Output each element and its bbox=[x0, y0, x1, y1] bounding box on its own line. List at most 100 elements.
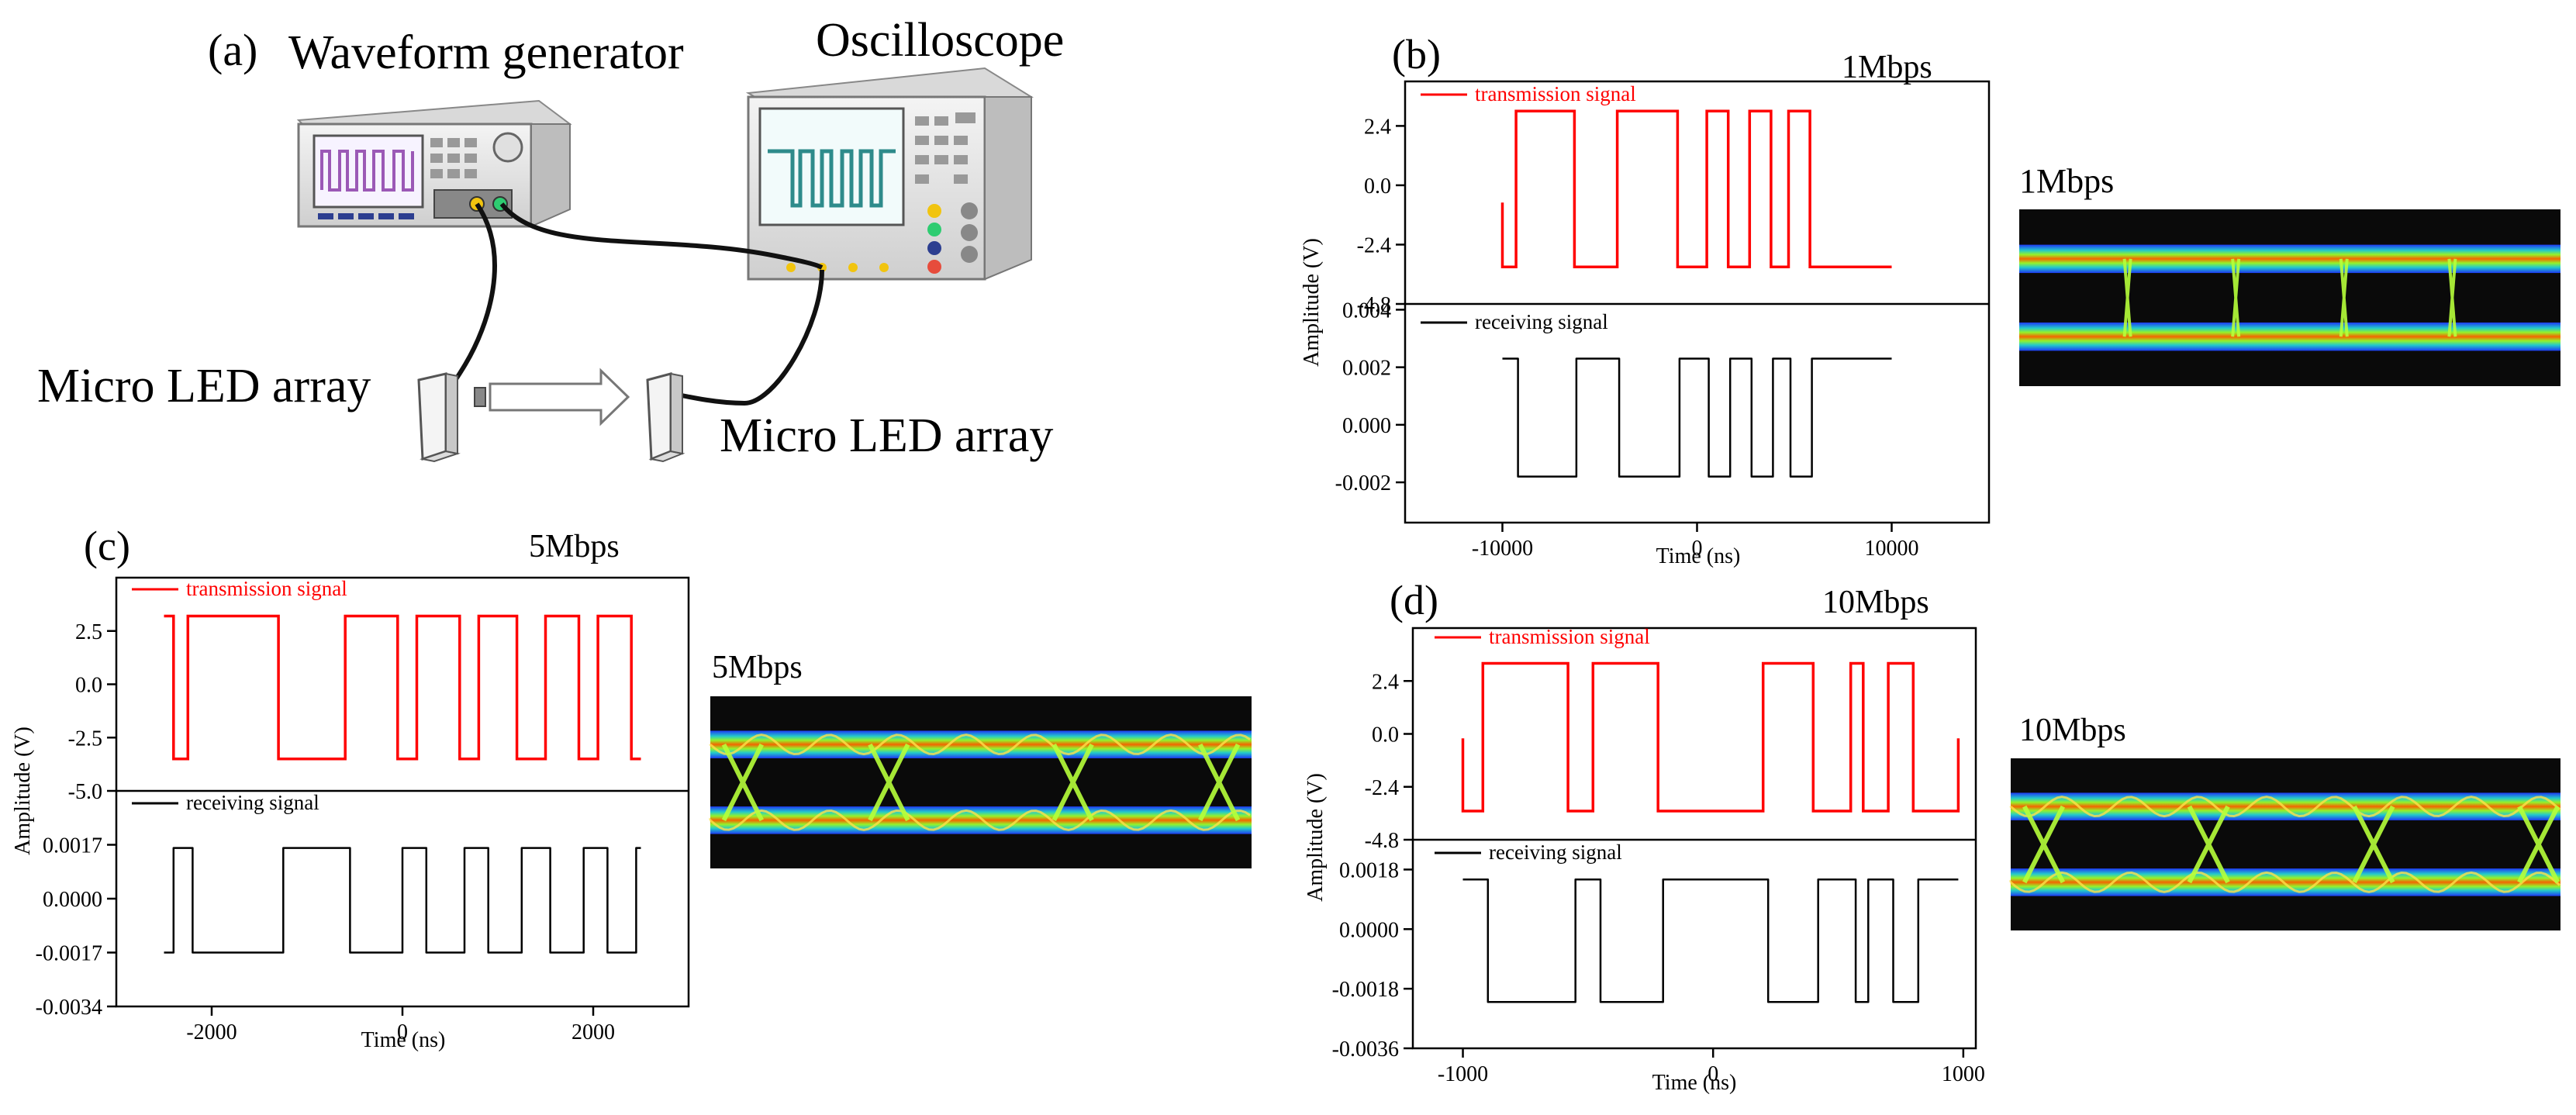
eye-ripple bbox=[709, 734, 1251, 756]
eye-diagram-1mbps: 1Mbps bbox=[2019, 162, 2560, 386]
y-axis-label: Amplitude (V) bbox=[11, 727, 35, 855]
receiving-signal-trace bbox=[164, 847, 641, 954]
generator-to-scope-cable bbox=[499, 202, 824, 270]
y-tick-label: -0.0018 bbox=[1332, 978, 1399, 1002]
eye-transition bbox=[2517, 805, 2560, 884]
receiving-signal-trace bbox=[1462, 878, 1959, 1003]
plot-frame bbox=[1411, 627, 1977, 1050]
x-tick-label: -10000 bbox=[1472, 537, 1533, 561]
y-tick-label: 0.0 bbox=[75, 674, 102, 698]
eye-diagram-1mbps-background bbox=[2019, 209, 2560, 386]
eye-diagram-10mbps-traces bbox=[2009, 792, 2560, 896]
y-tick-label: -4.8 bbox=[1357, 293, 1391, 317]
transmission-signal-trace bbox=[164, 614, 641, 761]
y-tick-label: 2.4 bbox=[1364, 115, 1391, 139]
transmission-signal-trace bbox=[1461, 661, 1960, 813]
y-tick-label: -2.4 bbox=[1357, 233, 1391, 257]
generator-to-led-cable bbox=[434, 202, 497, 400]
y-tick-label: 0.0 bbox=[1372, 723, 1399, 747]
legend-label-top: transmission signal bbox=[186, 577, 347, 600]
y-tick-label: 0.0018 bbox=[1339, 858, 1399, 882]
eye-transition bbox=[2447, 258, 2457, 337]
legend-label-bottom: receiving signal bbox=[1489, 841, 1622, 864]
chart-panel-c: (c) 5Mbps -2000 0 2000 Time (ns) Amplitude (V)… bbox=[11, 523, 690, 1052]
x-tick-label: 1000 bbox=[1942, 1062, 1985, 1086]
eye-diagram-1mbps-traces bbox=[2019, 244, 2560, 351]
y-tick-label: -0.0036 bbox=[1332, 1037, 1399, 1061]
y-tick-label: -5.0 bbox=[68, 780, 102, 804]
eye-diagram-10mbps-background bbox=[2011, 758, 2560, 930]
panel-b-title: 1Mbps bbox=[1842, 50, 1932, 85]
receiving-signal-trace bbox=[1502, 357, 1892, 478]
x-tick-label: 0 bbox=[397, 1020, 408, 1044]
legend-label-top: transmission signal bbox=[1475, 82, 1636, 105]
x-axis-label: Time (ns) bbox=[1652, 1071, 1737, 1095]
eye-transition bbox=[2122, 258, 2132, 337]
y-axis-label: Amplitude (V) bbox=[1304, 773, 1328, 902]
eye-ripple bbox=[2009, 871, 2560, 893]
eye-transition bbox=[2231, 258, 2241, 337]
eye-diagram-5mbps-label: 5Mbps bbox=[712, 650, 803, 685]
y-tick-label: -0.0034 bbox=[36, 996, 102, 1020]
oscilloscope-label: Oscilloscope bbox=[816, 14, 1064, 67]
waveform-generator-icon bbox=[296, 99, 572, 228]
eye-transition bbox=[2352, 805, 2395, 884]
eye-transition bbox=[1198, 743, 1241, 822]
panel-b-label: (b) bbox=[1392, 31, 1441, 78]
eye-diagram-1mbps-label: 1Mbps bbox=[2019, 162, 2114, 200]
micro-led-array-right-icon bbox=[646, 372, 685, 463]
eye-ripple bbox=[2009, 796, 2560, 818]
x-tick-label: -1000 bbox=[1438, 1062, 1488, 1086]
y-axis-label: Amplitude (V) bbox=[1300, 238, 1324, 367]
transmission-signal-trace bbox=[1500, 109, 1892, 268]
oscilloscope-icon bbox=[745, 67, 1034, 281]
eye-diagram-5mbps-traces bbox=[709, 730, 1252, 834]
eye-band-high bbox=[2019, 244, 2560, 274]
y-tick-label: 0.0000 bbox=[43, 888, 102, 912]
x-tick-label: 2000 bbox=[571, 1020, 615, 1044]
scope-to-led-cable bbox=[662, 269, 824, 406]
y-tick-label: 0.0017 bbox=[43, 834, 102, 858]
legend-label-bottom: receiving signal bbox=[186, 791, 319, 814]
x-tick-label: 10000 bbox=[1865, 537, 1919, 561]
y-tick-label: -2.5 bbox=[68, 727, 102, 751]
y-tick-label: 2.4 bbox=[1372, 670, 1399, 694]
y-tick-label: -0.002 bbox=[1335, 471, 1391, 495]
eye-transition bbox=[1051, 743, 1094, 822]
panel-c-label: (c) bbox=[84, 523, 130, 569]
eye-ripple bbox=[709, 809, 1251, 831]
y-tick-label: 0.002 bbox=[1342, 357, 1391, 381]
x-tick-label: -2000 bbox=[186, 1020, 237, 1044]
micro-led-array-right-label: Micro LED array bbox=[720, 409, 1053, 462]
eye-diagram-5mbps: 5Mbps bbox=[709, 650, 1252, 868]
y-tick-label: 0.000 bbox=[1342, 414, 1391, 438]
micro-led-array-left-icon bbox=[417, 372, 486, 463]
y-tick-label: 0.0000 bbox=[1339, 918, 1399, 942]
eye-diagram-10mbps-label: 10Mbps bbox=[2019, 713, 2126, 748]
micro-led-array-left-label: Micro LED array bbox=[37, 360, 371, 413]
panel-c-title: 5Mbps bbox=[529, 529, 620, 564]
y-tick-label: -0.0017 bbox=[36, 942, 102, 966]
chart-panel-d: (d) 10Mbps -1000 0 1000 Time (ns) Amplitude (V… bbox=[1304, 577, 1985, 1095]
legend-label-top: transmission signal bbox=[1489, 625, 1650, 648]
eye-diagram-5mbps-background bbox=[710, 696, 1252, 868]
eye-transition bbox=[721, 743, 764, 822]
panel-d-label: (d) bbox=[1390, 577, 1438, 623]
x-axis-label: Time (ns) bbox=[1656, 544, 1741, 568]
chart-panel-b: (b) 1Mbps -10000 0 10000 Time (ns) Amplitude (… bbox=[1300, 31, 1991, 568]
y-tick-label: 0.004 bbox=[1342, 299, 1391, 323]
y-tick-label: -4.8 bbox=[1365, 829, 1399, 853]
y-tick-label: -2.4 bbox=[1365, 776, 1399, 800]
eye-transition bbox=[2339, 258, 2349, 337]
eye-transition bbox=[2187, 805, 2230, 884]
eye-transition bbox=[2022, 805, 2066, 884]
waveform-generator-label: Waveform generator bbox=[288, 26, 684, 79]
y-tick-label: 2.5 bbox=[75, 620, 102, 644]
eye-band-low bbox=[2019, 322, 2560, 351]
legend-label-bottom: receiving signal bbox=[1475, 310, 1608, 333]
x-tick-label: 0 bbox=[1692, 537, 1703, 561]
panel-a-setup: (a) Waveform generator Oscilloscope bbox=[37, 14, 1064, 463]
y-tick-label: 0.0 bbox=[1364, 174, 1391, 198]
eye-diagram-10mbps: 10Mbps bbox=[2009, 713, 2560, 930]
